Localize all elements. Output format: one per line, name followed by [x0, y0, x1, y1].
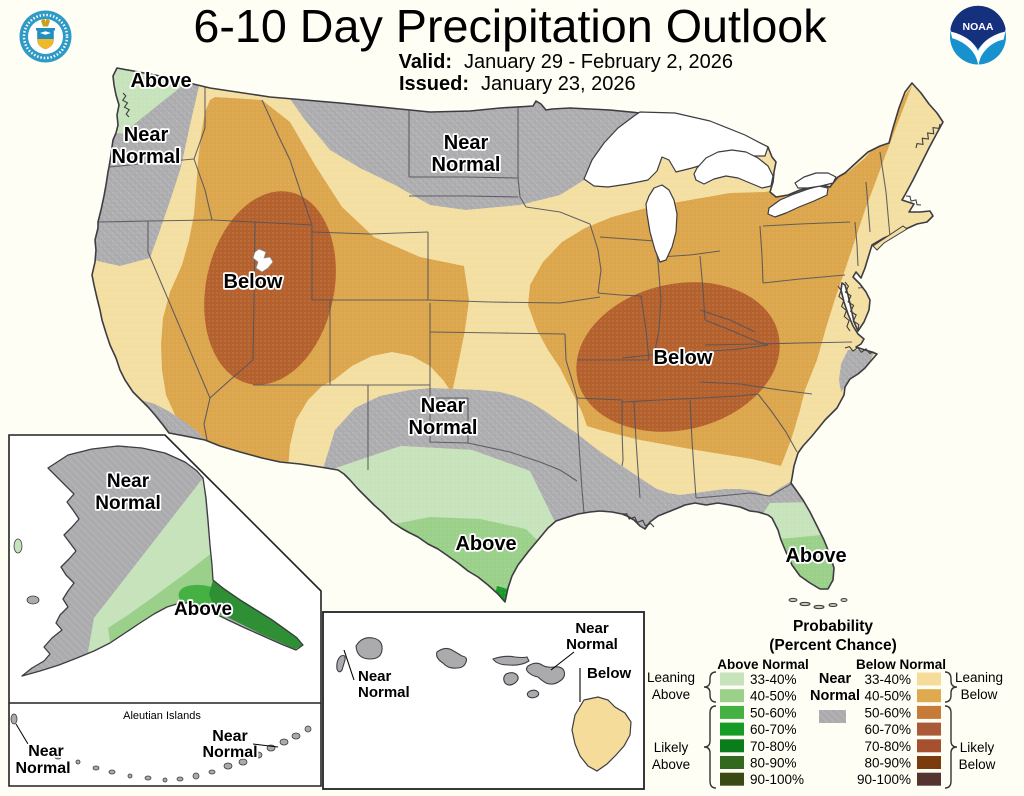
svg-text:Issued:: Issued: [399, 73, 469, 95]
svg-text:Above: Above [130, 70, 191, 92]
svg-text:NOAA: NOAA [963, 21, 994, 33]
svg-text:Above: Above [652, 687, 690, 702]
svg-text:January 23, 2026: January 23, 2026 [481, 73, 636, 95]
svg-text:Above Normal: Above Normal [717, 657, 809, 672]
svg-text:Leaning: Leaning [955, 670, 1003, 685]
svg-text:Normal: Normal [112, 146, 181, 168]
svg-text:Below Normal: Below Normal [856, 657, 946, 672]
svg-text:Normal: Normal [358, 684, 410, 701]
svg-text:Near: Near [819, 671, 852, 687]
svg-text:Below: Below [654, 347, 713, 369]
svg-text:60-70%: 60-70% [864, 722, 911, 737]
svg-text:Normal: Normal [95, 493, 160, 514]
svg-text:Near: Near [444, 132, 489, 154]
svg-text:Above: Above [455, 533, 516, 555]
svg-text:Normal: Normal [566, 636, 618, 653]
svg-text:Near: Near [107, 471, 150, 492]
svg-text:Above: Above [785, 545, 846, 567]
svg-text:90-100%: 90-100% [750, 772, 804, 787]
svg-text:50-60%: 50-60% [750, 705, 797, 720]
svg-text:Normal: Normal [202, 744, 257, 761]
svg-text:Below: Below [224, 271, 283, 293]
svg-text:Normal: Normal [409, 417, 478, 439]
svg-text:Near: Near [575, 620, 609, 637]
svg-text:Above: Above [174, 599, 232, 620]
svg-text:6-10 Day Precipitation Outlook: 6-10 Day Precipitation Outlook [193, 0, 827, 52]
svg-text:60-70%: 60-70% [750, 722, 797, 737]
svg-text:Normal: Normal [15, 760, 70, 777]
svg-text:January 29 - February 2, 2026: January 29 - February 2, 2026 [464, 51, 733, 73]
svg-text:Probability: Probability [793, 618, 873, 635]
svg-text:40-50%: 40-50% [750, 689, 797, 704]
svg-text:Near: Near [358, 668, 392, 685]
svg-text:Below: Below [959, 757, 996, 772]
svg-text:Normal: Normal [810, 688, 860, 704]
svg-text:Above: Above [652, 757, 690, 772]
svg-text:80-90%: 80-90% [864, 756, 911, 771]
svg-text:33-40%: 33-40% [750, 672, 797, 687]
svg-text:Near: Near [124, 124, 169, 146]
svg-text:40-50%: 40-50% [864, 689, 911, 704]
svg-text:Likely: Likely [960, 740, 995, 755]
svg-text:Near: Near [212, 728, 248, 745]
svg-text:Below: Below [961, 687, 998, 702]
svg-text:50-60%: 50-60% [864, 705, 911, 720]
svg-text:80-90%: 80-90% [750, 756, 797, 771]
svg-text:Near: Near [28, 743, 64, 760]
svg-text:Likely: Likely [654, 740, 689, 755]
svg-text:Normal: Normal [432, 154, 501, 176]
svg-text:Leaning: Leaning [647, 670, 695, 685]
svg-text:Below: Below [587, 665, 632, 682]
svg-text:Valid:: Valid: [399, 51, 452, 73]
svg-text:Near: Near [421, 395, 466, 417]
svg-text:90-100%: 90-100% [857, 772, 911, 787]
svg-text:70-80%: 70-80% [864, 739, 911, 754]
svg-text:(Percent Chance): (Percent Chance) [769, 637, 896, 654]
svg-text:Aleutian Islands: Aleutian Islands [123, 710, 201, 722]
svg-text:33-40%: 33-40% [864, 672, 911, 687]
svg-text:70-80%: 70-80% [750, 739, 797, 754]
